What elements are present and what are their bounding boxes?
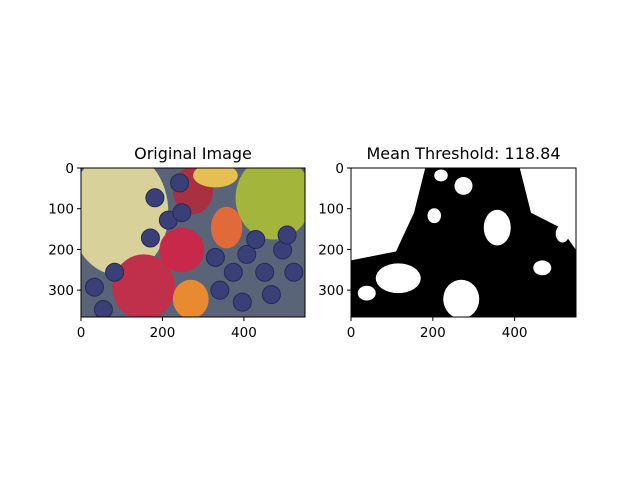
image-region (140, 228, 160, 248)
image-region (443, 279, 480, 317)
axes-frame (350, 167, 577, 318)
image-region (210, 206, 243, 249)
image-region (93, 300, 113, 317)
image (351, 168, 576, 317)
image-region (277, 225, 297, 245)
x-tick-label: 400 (502, 325, 528, 341)
image-region (145, 188, 165, 208)
x-tick-label: 400 (231, 325, 257, 341)
image-region (170, 173, 190, 193)
image-region (159, 227, 205, 273)
x-tick-label: 0 (77, 325, 86, 341)
image-region (427, 208, 441, 224)
y-tick-label: 0 (65, 161, 74, 177)
image-region (235, 168, 305, 240)
image-region (112, 254, 176, 317)
image-region (555, 224, 570, 243)
image-region (533, 260, 552, 276)
image-region (434, 169, 448, 182)
x-tick-label: 200 (150, 325, 176, 341)
image-region (172, 203, 192, 223)
x-tick-label: 0 (347, 325, 356, 341)
axes-frame (80, 167, 306, 318)
y-tick-label: 300 (48, 283, 74, 299)
image-region (255, 262, 275, 282)
image (81, 168, 305, 317)
image-region (232, 292, 252, 312)
image-region (375, 263, 421, 294)
y-tick-label: 100 (318, 202, 344, 218)
image-region (84, 277, 104, 297)
image-region (357, 285, 376, 301)
image-region (205, 247, 225, 267)
image-region (261, 285, 281, 305)
x-tick-label: 200 (420, 325, 446, 341)
image-region (483, 209, 511, 246)
y-tick-label: 0 (335, 161, 344, 177)
image-region (237, 244, 257, 264)
image-region (284, 262, 304, 282)
image-region (246, 230, 266, 250)
image-region (223, 262, 243, 282)
image-region (454, 176, 473, 195)
image-region (193, 168, 238, 188)
image-region (210, 280, 230, 300)
y-tick-label: 100 (48, 202, 74, 218)
y-tick-label: 300 (318, 283, 344, 299)
axes-title: Original Image (134, 144, 252, 163)
axes-title: Mean Threshold: 118.84 (367, 144, 561, 163)
y-tick-label: 200 (318, 242, 344, 258)
image-region (105, 262, 125, 282)
image-region (172, 279, 209, 317)
y-tick-label: 200 (48, 242, 74, 258)
